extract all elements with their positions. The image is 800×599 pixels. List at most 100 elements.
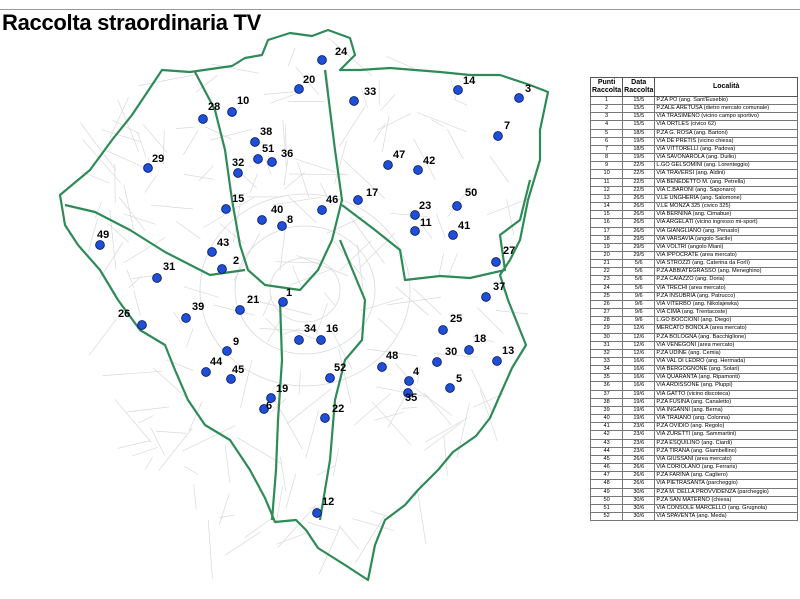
street-line — [117, 99, 140, 153]
collection-point-marker[interactable] — [312, 508, 322, 518]
collection-point-marker[interactable] — [320, 413, 330, 423]
street-line — [123, 213, 156, 225]
street-line — [489, 156, 510, 183]
collection-point-label: 41 — [458, 220, 470, 232]
legend-point-number: 24 — [589, 283, 624, 293]
legend-date: 30/6 — [622, 511, 656, 522]
collection-point-marker[interactable] — [95, 240, 105, 250]
street-line — [107, 223, 130, 243]
street-line — [486, 198, 529, 216]
legend-location: P.ZA SAN MATERNO (chiesa) — [654, 495, 798, 505]
collection-point-marker[interactable] — [235, 305, 245, 315]
street-line — [106, 150, 150, 171]
collection-point-marker[interactable] — [317, 55, 327, 65]
collection-point-marker[interactable] — [221, 204, 231, 214]
collection-point-marker[interactable] — [201, 367, 211, 377]
street-line — [413, 138, 436, 181]
collection-point-marker[interactable] — [464, 345, 474, 355]
collection-point-marker[interactable] — [198, 114, 208, 124]
collection-point-marker[interactable] — [377, 362, 387, 372]
street-line — [332, 448, 339, 477]
collection-point-marker[interactable] — [404, 376, 414, 386]
collection-point-marker[interactable] — [317, 205, 327, 215]
collection-point-label: 7 — [504, 120, 510, 132]
collection-point-marker[interactable] — [493, 131, 503, 141]
legend-row: 15 26/5 VIA BERNINA (ang. Cimabue) — [589, 210, 798, 220]
street-line — [293, 157, 346, 176]
street-line — [372, 401, 412, 446]
collection-point-marker[interactable] — [432, 357, 442, 367]
street-line — [126, 406, 170, 413]
street-line — [152, 367, 190, 401]
legend-location: P.ZA ABBIATEGRASSO (ang. Meneghino) — [654, 267, 798, 277]
street-line — [419, 222, 433, 239]
street-line — [338, 240, 372, 272]
collection-point-marker[interactable] — [152, 273, 162, 283]
legend-location: VIA SAVONAROLA (ang. Duilio) — [654, 153, 798, 163]
page-title: Raccolta straordinaria TV — [2, 10, 262, 35]
collection-point-marker[interactable] — [277, 221, 287, 231]
collection-point-marker[interactable] — [452, 201, 462, 211]
collection-point-label: 8 — [287, 214, 293, 226]
collection-point-marker[interactable] — [413, 165, 423, 175]
street-line — [342, 158, 386, 200]
collection-point-marker[interactable] — [137, 320, 147, 330]
collection-point-marker[interactable] — [233, 168, 243, 178]
collection-point-marker[interactable] — [481, 292, 491, 302]
collection-point-marker[interactable] — [349, 96, 359, 106]
collection-point-marker[interactable] — [514, 93, 524, 103]
legend-location: P.ZALE ARETUSA (dietro mercato comunale) — [654, 104, 798, 114]
street-line — [479, 389, 498, 442]
street-line — [323, 292, 336, 306]
collection-point-marker[interactable] — [316, 335, 326, 345]
collection-point-marker[interactable] — [181, 313, 191, 323]
street-line — [277, 505, 317, 548]
legend-location: VIA VENEGONI (area mercato) — [654, 340, 798, 350]
street-line — [355, 514, 386, 563]
legend-row: 33 16/6 VIA VAL DI LEDRO (ang. Hermada) — [589, 356, 798, 367]
collection-point-marker[interactable] — [491, 257, 501, 267]
legend-location: VIA VITTORELLI (ang. Padova) — [654, 144, 798, 155]
street-line — [240, 360, 253, 408]
collection-point-marker[interactable] — [403, 388, 413, 398]
collection-point-marker[interactable] — [294, 335, 304, 345]
legend-point-number: 1 — [589, 95, 624, 106]
collection-point-marker[interactable] — [267, 157, 277, 167]
collection-point-marker[interactable] — [453, 85, 463, 95]
collection-point-marker[interactable] — [353, 195, 363, 205]
collection-point-marker[interactable] — [410, 210, 420, 220]
collection-point-marker[interactable] — [143, 163, 153, 173]
collection-point-marker[interactable] — [226, 374, 236, 384]
collection-point-marker[interactable] — [257, 215, 267, 225]
collection-point-marker[interactable] — [294, 84, 304, 94]
collection-point-marker[interactable] — [222, 346, 232, 356]
collection-point-marker[interactable] — [266, 393, 276, 403]
collection-point-marker[interactable] — [445, 383, 455, 393]
collection-point-marker[interactable] — [259, 404, 269, 414]
collection-point-marker[interactable] — [227, 107, 237, 117]
collection-point-marker[interactable] — [448, 230, 458, 240]
collection-point-marker[interactable] — [492, 356, 502, 366]
collection-point-marker[interactable] — [410, 226, 420, 236]
collection-point-marker[interactable] — [253, 154, 263, 164]
collection-point-marker[interactable] — [438, 325, 448, 335]
street-line — [353, 393, 391, 426]
street-line — [258, 301, 312, 316]
collection-point-marker[interactable] — [250, 137, 260, 147]
street-line — [272, 196, 322, 206]
collection-point-marker[interactable] — [217, 264, 227, 274]
collection-point-marker[interactable] — [325, 373, 335, 383]
street-line — [373, 122, 387, 142]
legend-point-number: 11 — [589, 177, 624, 187]
legend-row: 8 19/5 VIA SAVONAROLA (ang. Duilio) — [589, 153, 798, 163]
collection-point-marker[interactable] — [278, 297, 288, 307]
legend-location: VIA TRAVERSI (ang. Aldini) — [654, 169, 798, 179]
collection-point-marker[interactable] — [207, 247, 217, 257]
collection-point-marker[interactable] — [383, 160, 393, 170]
top-rule — [0, 9, 800, 10]
legend-point-number: 13 — [589, 193, 624, 204]
legend-point-number: 8 — [589, 153, 624, 163]
legend-header-row: Punti Raccolta Data Raccolta Località — [589, 77, 798, 97]
legend-date: 26/5 — [622, 218, 656, 228]
legend-point-number: 9 — [589, 161, 624, 171]
